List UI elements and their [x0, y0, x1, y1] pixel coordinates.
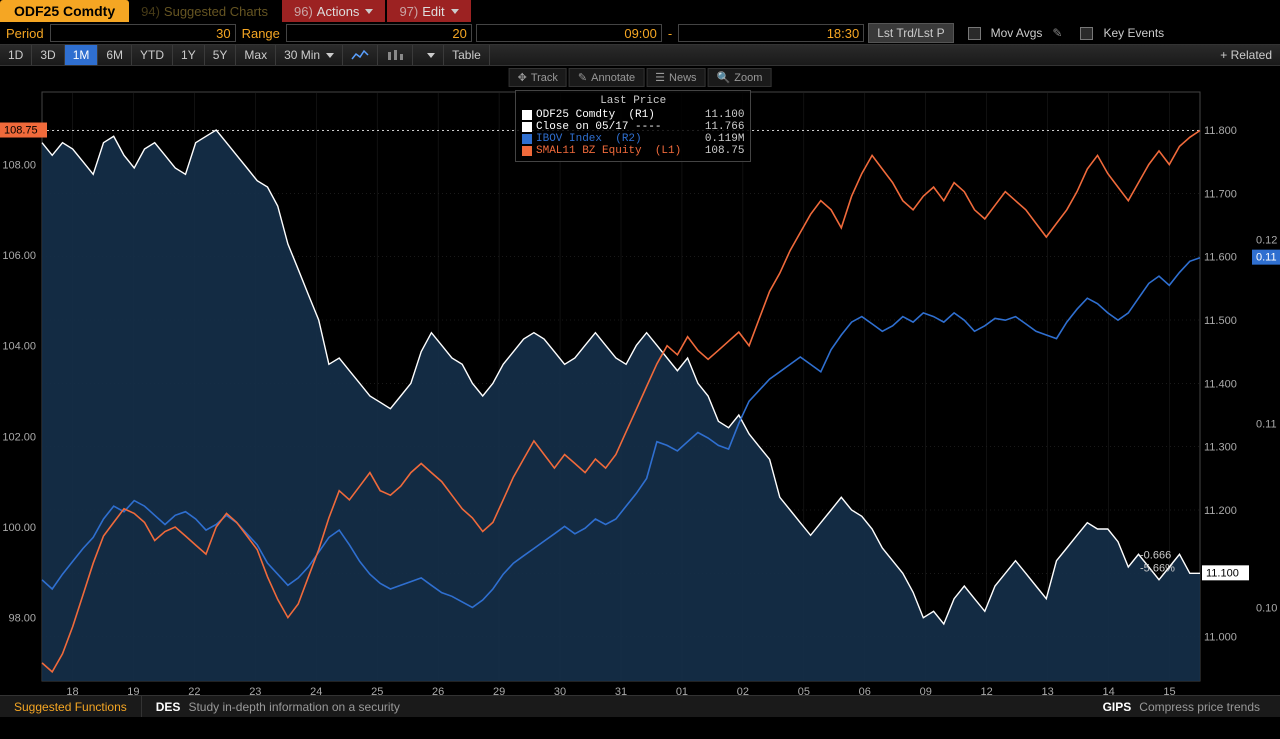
legend-row: ODF25 Comdty (R1) 11.100 — [522, 109, 744, 121]
mov-avgs-label: Mov Avgs — [985, 26, 1049, 40]
time-to-input[interactable] — [678, 24, 864, 42]
top-bar: ODF25 Comdty 94)Suggested Charts96)Actio… — [0, 0, 1280, 22]
period-label: Period — [4, 26, 46, 41]
svg-text:108.00: 108.00 — [2, 159, 36, 171]
svg-text:11.500: 11.500 — [1204, 315, 1237, 327]
svg-text:11.200: 11.200 — [1204, 505, 1237, 517]
timeframe-6m[interactable]: 6M — [98, 45, 132, 65]
mov-avgs-checkbox[interactable] — [968, 27, 981, 40]
chart-area: 11.000 11.100 11.200 11.300 11.400 11.500 11.6… — [0, 66, 1280, 717]
svg-text:11.600: 11.600 — [1204, 252, 1237, 264]
svg-text:11.700: 11.700 — [1204, 188, 1237, 200]
chart-toolbar: ✥Track✎Annotate☰News🔍Zoom — [509, 68, 772, 87]
menu-suggested-charts[interactable]: 94)Suggested Charts — [129, 0, 280, 22]
config-row: Period Range - Lst Trd/Lst P Mov Avgs ✎ … — [0, 22, 1280, 44]
suggested-functions[interactable]: Suggested Functions — [0, 696, 142, 717]
svg-text:104.00: 104.00 — [2, 341, 36, 353]
svg-text:108.75: 108.75 — [4, 125, 38, 137]
svg-text:-0.666: -0.666 — [1140, 550, 1171, 562]
range-input[interactable] — [286, 24, 472, 42]
more-drop-icon[interactable] — [413, 45, 444, 65]
ticker-tab[interactable]: ODF25 Comdty — [0, 0, 129, 22]
time-from-input[interactable] — [476, 24, 662, 42]
timeframe-1m[interactable]: 1M — [65, 45, 99, 65]
key-events-checkbox[interactable] — [1080, 27, 1093, 40]
chart-type-candle-icon[interactable] — [378, 45, 413, 65]
key-events-label: Key Events — [1097, 26, 1170, 40]
chart-type-line-icon[interactable] — [343, 45, 378, 65]
svg-text:11.400: 11.400 — [1204, 378, 1237, 390]
svg-text:98.00: 98.00 — [8, 613, 36, 625]
related-button[interactable]: + Related — [1212, 48, 1280, 62]
legend-row: SMAL11 BZ Equity (L1) 108.75 — [522, 145, 744, 157]
footer-desc-des: Study in-depth information on a security — [188, 700, 399, 714]
timeframe-row: 1D3D1M6MYTD1Y5YMax 30 Min Table + Relate… — [0, 44, 1280, 66]
svg-text:11.100: 11.100 — [1206, 567, 1239, 579]
chart-tool-news[interactable]: ☰News — [646, 68, 705, 87]
timeframe-ytd[interactable]: YTD — [132, 45, 173, 65]
svg-text:11.000: 11.000 — [1204, 632, 1237, 644]
chart-tool-track[interactable]: ✥Track — [509, 68, 567, 87]
timeframe-1y[interactable]: 1Y — [173, 45, 205, 65]
time-sep: - — [666, 26, 674, 41]
svg-text:11.300: 11.300 — [1204, 442, 1237, 454]
svg-text:0.11: 0.11 — [1256, 252, 1277, 264]
range-label: Range — [240, 26, 282, 41]
svg-text:102.00: 102.00 — [2, 431, 36, 443]
timeframe-3d[interactable]: 3D — [32, 45, 64, 65]
footer-desc-gips: Compress price trends — [1139, 700, 1260, 714]
svg-text:100.00: 100.00 — [2, 522, 36, 534]
menu-actions[interactable]: 96)Actions — [282, 0, 385, 22]
interval-dropdown[interactable]: 30 Min — [276, 45, 343, 65]
last-trade-dropdown[interactable]: Lst Trd/Lst P — [868, 23, 953, 43]
price-chart[interactable]: 11.000 11.100 11.200 11.300 11.400 11.500 11.6… — [0, 66, 1280, 717]
svg-text:-5.66%: -5.66% — [1140, 563, 1175, 575]
legend-title: Last Price — [522, 95, 744, 107]
chart-tool-annotate[interactable]: ✎Annotate — [569, 68, 644, 87]
legend-row: IBOV Index (R2) 0.119M — [522, 133, 744, 145]
svg-text:0.10: 0.10 — [1256, 602, 1277, 614]
legend-box[interactable]: Last Price ODF25 Comdty (R1) 11.100Close… — [515, 90, 751, 162]
footer-code-des[interactable]: DES — [142, 700, 189, 714]
period-input[interactable] — [50, 24, 236, 42]
svg-text:106.00: 106.00 — [2, 250, 36, 262]
svg-text:11.800: 11.800 — [1204, 125, 1237, 137]
timeframe-5y[interactable]: 5Y — [205, 45, 237, 65]
table-button[interactable]: Table — [444, 45, 490, 65]
menu-edit[interactable]: 97)Edit — [387, 0, 470, 22]
chevron-down-icon — [326, 53, 334, 58]
svg-text:0.12: 0.12 — [1256, 234, 1277, 246]
footer-bar: Suggested Functions DES Study in-depth i… — [0, 695, 1280, 717]
svg-text:0.11: 0.11 — [1256, 418, 1277, 430]
chart-tool-zoom[interactable]: 🔍Zoom — [708, 68, 772, 87]
legend-row: Close on 05/17 ---- 11.766 — [522, 121, 744, 133]
timeframe-max[interactable]: Max — [236, 45, 276, 65]
footer-code-gips[interactable]: GIPS — [1089, 700, 1140, 714]
timeframe-1d[interactable]: 1D — [0, 45, 32, 65]
